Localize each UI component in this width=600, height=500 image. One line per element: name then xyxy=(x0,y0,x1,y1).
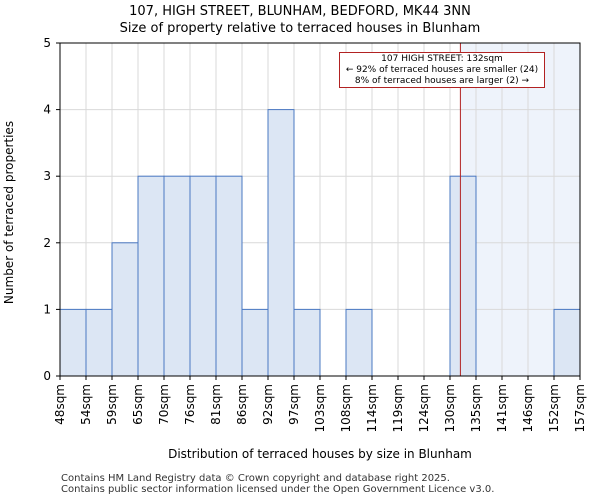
x-axis-label: Distribution of terraced houses by size … xyxy=(168,447,472,461)
x-tick-label: 54sqm xyxy=(79,384,93,425)
y-tick-label: 0 xyxy=(43,369,51,383)
bar-81sqm xyxy=(215,175,243,377)
bar-97sqm xyxy=(293,308,321,377)
x-tick-label: 92sqm xyxy=(261,384,275,425)
x-tick-label: 146sqm xyxy=(521,384,535,432)
bar-48sqm xyxy=(59,308,87,377)
x-tick-label: 81sqm xyxy=(209,384,223,425)
y-tick-label: 3 xyxy=(43,169,51,183)
x-tick-label: 152sqm xyxy=(547,384,561,432)
x-tick-label: 141sqm xyxy=(495,384,509,432)
x-tick-label: 86sqm xyxy=(235,384,249,425)
x-tick-label: 48sqm xyxy=(53,384,67,425)
chart-subtitle: Size of property relative to terraced ho… xyxy=(119,21,481,36)
bar-76sqm xyxy=(189,175,217,377)
x-tick-label: 65sqm xyxy=(131,384,145,425)
y-axis-label: Number of terraced properties xyxy=(2,121,16,304)
y-tick-label: 4 xyxy=(43,103,51,117)
x-tick-label: 59sqm xyxy=(105,384,119,425)
bar-70sqm xyxy=(163,175,191,377)
x-tick-label: 76sqm xyxy=(183,384,197,425)
x-tick-label: 97sqm xyxy=(287,384,301,425)
annotation-line-2: ← 92% of terraced houses are smaller (24… xyxy=(345,65,539,75)
bar-130sqm xyxy=(449,175,477,377)
y-tick-label: 1 xyxy=(43,302,51,316)
bar-59sqm xyxy=(111,242,139,377)
annotation-line-3: 8% of terraced houses are larger (2) → xyxy=(354,76,530,86)
x-tick-label: 103sqm xyxy=(313,384,327,432)
x-tick-label: 70sqm xyxy=(157,384,171,425)
marker-annotation: 107 HIGH STREET: 132sqm ← 92% of terrace… xyxy=(339,52,545,88)
annotation-line-1: 107 HIGH STREET: 132sqm xyxy=(381,54,503,64)
x-tick-label: 130sqm xyxy=(443,384,457,432)
x-tick-label: 157sqm xyxy=(573,384,587,432)
y-tick-label: 2 xyxy=(43,236,51,250)
x-tick-label: 119sqm xyxy=(391,384,405,432)
bar-152sqm xyxy=(553,308,581,377)
x-tick-label: 114sqm xyxy=(365,384,379,432)
bar-92sqm xyxy=(267,109,295,377)
footer-line-2: Contains public sector information licen… xyxy=(61,484,495,495)
bar-54sqm xyxy=(85,308,113,377)
x-tick-label: 135sqm xyxy=(469,384,483,432)
chart-title: 107, HIGH STREET, BLUNHAM, BEDFORD, MK44… xyxy=(129,4,471,19)
bar-108sqm xyxy=(345,308,373,377)
y-tick-label: 5 xyxy=(43,36,51,50)
bar-65sqm xyxy=(137,175,165,377)
x-tick-label: 108sqm xyxy=(339,384,353,432)
bar-86sqm xyxy=(241,308,269,377)
footer-line-1: Contains HM Land Registry data © Crown c… xyxy=(61,473,450,484)
x-tick-label: 124sqm xyxy=(417,384,431,432)
